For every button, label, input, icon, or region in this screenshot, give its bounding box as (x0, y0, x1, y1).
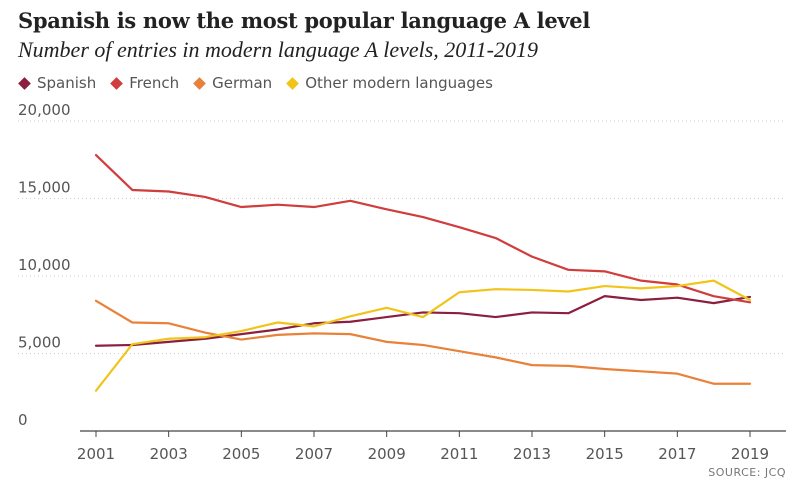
y-tick-label: 0 (18, 411, 28, 429)
legend-item-german: German (193, 74, 272, 92)
y-tick-label: 10,000 (18, 256, 71, 274)
y-tick-label: 20,000 (18, 101, 71, 119)
x-tick-label: 2013 (513, 445, 551, 463)
legend-label-other: Other modern languages (305, 74, 493, 92)
legend-item-spanish: Spanish (18, 74, 96, 92)
x-tick-label: 2015 (586, 445, 624, 463)
series-line-french (94, 154, 752, 304)
chart-subtitle: Number of entries in modern language A l… (18, 37, 538, 62)
series-line-other-modern-languages (94, 279, 752, 392)
y-axis: 0 5,000 10,000 15,000 20,000 (18, 101, 71, 429)
y-tick-label: 15,000 (18, 179, 71, 197)
chart-title: Spanish is now the most popular language… (18, 8, 591, 33)
x-tick-label: 2003 (150, 445, 188, 463)
legend: Spanish French German Other modern langu… (18, 74, 493, 92)
gridlines (18, 120, 786, 354)
legend-label-spanish: Spanish (37, 74, 97, 92)
x-tick-label: 2019 (731, 445, 769, 463)
x-tick-label: 2009 (368, 445, 406, 463)
legend-label-german: German (212, 74, 273, 92)
y-tick-label: 5,000 (18, 334, 61, 352)
source-note: SOURCE: JCQ (708, 466, 786, 479)
legend-item-other: Other modern languages (286, 74, 493, 92)
x-tick-label: 2011 (440, 445, 478, 463)
legend-label-french: French (129, 74, 180, 92)
x-tick-label: 2005 (222, 445, 260, 463)
series-line-spanish (94, 295, 752, 347)
x-tick-label: 2007 (295, 445, 333, 463)
legend-item-french: French (110, 74, 179, 92)
x-tick-label: 2001 (77, 445, 115, 463)
series-line-german (94, 299, 752, 385)
x-axis: 2001 2003 2005 2007 2009 2011 2013 2015 2017 2019 (77, 430, 786, 463)
series-lines (94, 154, 752, 392)
x-tick-label: 2017 (658, 445, 696, 463)
